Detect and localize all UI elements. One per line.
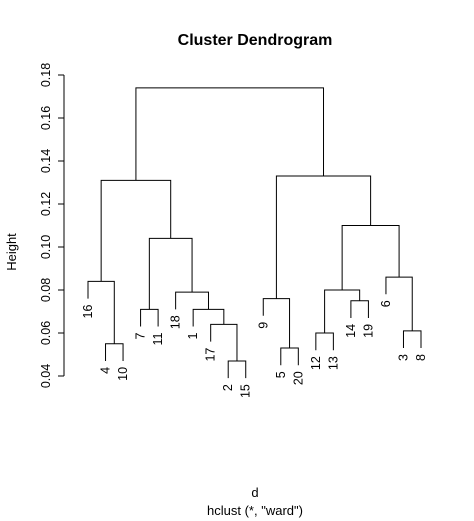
dendrogram-branch [280, 347, 299, 366]
leaf-label-15: 15 [239, 384, 253, 398]
y-tick-label: 0.06 [39, 321, 53, 345]
y-tick-label: 0.10 [39, 235, 53, 259]
y-tick-label: 0.18 [39, 63, 53, 87]
x-axis-label: d [251, 485, 258, 500]
leaf-label-11: 11 [151, 333, 165, 346]
leaf-label-18: 18 [169, 315, 183, 329]
dendrogram-branch [227, 360, 247, 379]
dendrogram-branch [402, 330, 422, 349]
leaf-label-4: 4 [99, 367, 113, 374]
dendrogram-branch [100, 179, 172, 282]
dendrogram-branch [315, 332, 334, 351]
leaf-label-7: 7 [134, 333, 148, 340]
dendrogram-branch [275, 175, 372, 299]
dendrogram-branch [175, 291, 209, 310]
dendrogram-branch [135, 87, 325, 181]
dendrogram-branch [105, 343, 124, 361]
dendrogram-branch [140, 308, 159, 327]
leaf-label-13: 13 [326, 356, 340, 370]
y-tick-label: 0.08 [39, 278, 53, 302]
y-tick-label: 0.12 [39, 192, 53, 216]
dendrogram-branch [148, 237, 193, 310]
leaf-label-20: 20 [291, 371, 305, 385]
leaf-label-12: 12 [309, 356, 323, 370]
chart-title: Cluster Dendrogram [178, 32, 333, 49]
dendrogram-branches [87, 87, 422, 379]
y-axis: 0.04 0.06 0.08 0.10 0.12 0.14 0.16 0.18 [39, 63, 65, 388]
leaf-label-2: 2 [221, 384, 235, 391]
dendrogram-branch [341, 225, 400, 290]
leaf-label-19: 19 [361, 324, 375, 338]
dendrogram-branch [350, 300, 369, 318]
leaf-label-10: 10 [116, 367, 130, 381]
y-axis-label: Height [4, 233, 19, 271]
y-tick-label: 0.04 [39, 364, 53, 388]
leaf-label-16: 16 [81, 305, 95, 319]
leaf-label-3: 3 [396, 354, 410, 361]
leaf-labels: 16 4 10 7 11 181 17 2 15 9 5 20 12 13 14 19 6 3 8 [81, 300, 428, 398]
y-tick-label: 0.14 [39, 149, 53, 173]
leaf-label-8: 8 [414, 354, 428, 361]
leaf-label-14: 14 [344, 324, 358, 338]
subtitle-method: hclust (*, "ward") [207, 503, 303, 518]
leaf-label-17: 17 [204, 348, 218, 362]
leaf-label-1: 1 [186, 333, 200, 340]
leaf-label-9: 9 [256, 322, 270, 329]
leaf-label-6: 6 [379, 300, 393, 307]
leaf-label-5: 5 [274, 371, 288, 378]
y-tick-label: 0.16 [39, 106, 53, 130]
